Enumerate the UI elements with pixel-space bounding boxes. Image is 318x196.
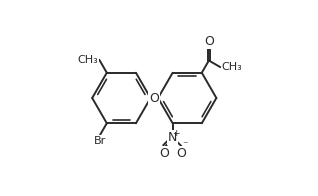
Text: Br: Br: [94, 136, 106, 146]
Text: O: O: [149, 92, 159, 104]
Text: O: O: [204, 35, 214, 48]
Text: CH₃: CH₃: [221, 62, 242, 72]
Text: N: N: [168, 131, 177, 144]
Text: +: +: [172, 130, 180, 139]
Text: O: O: [176, 147, 186, 160]
Text: O: O: [159, 147, 169, 160]
Text: CH₃: CH₃: [78, 55, 98, 65]
Text: ⁻: ⁻: [183, 140, 188, 150]
